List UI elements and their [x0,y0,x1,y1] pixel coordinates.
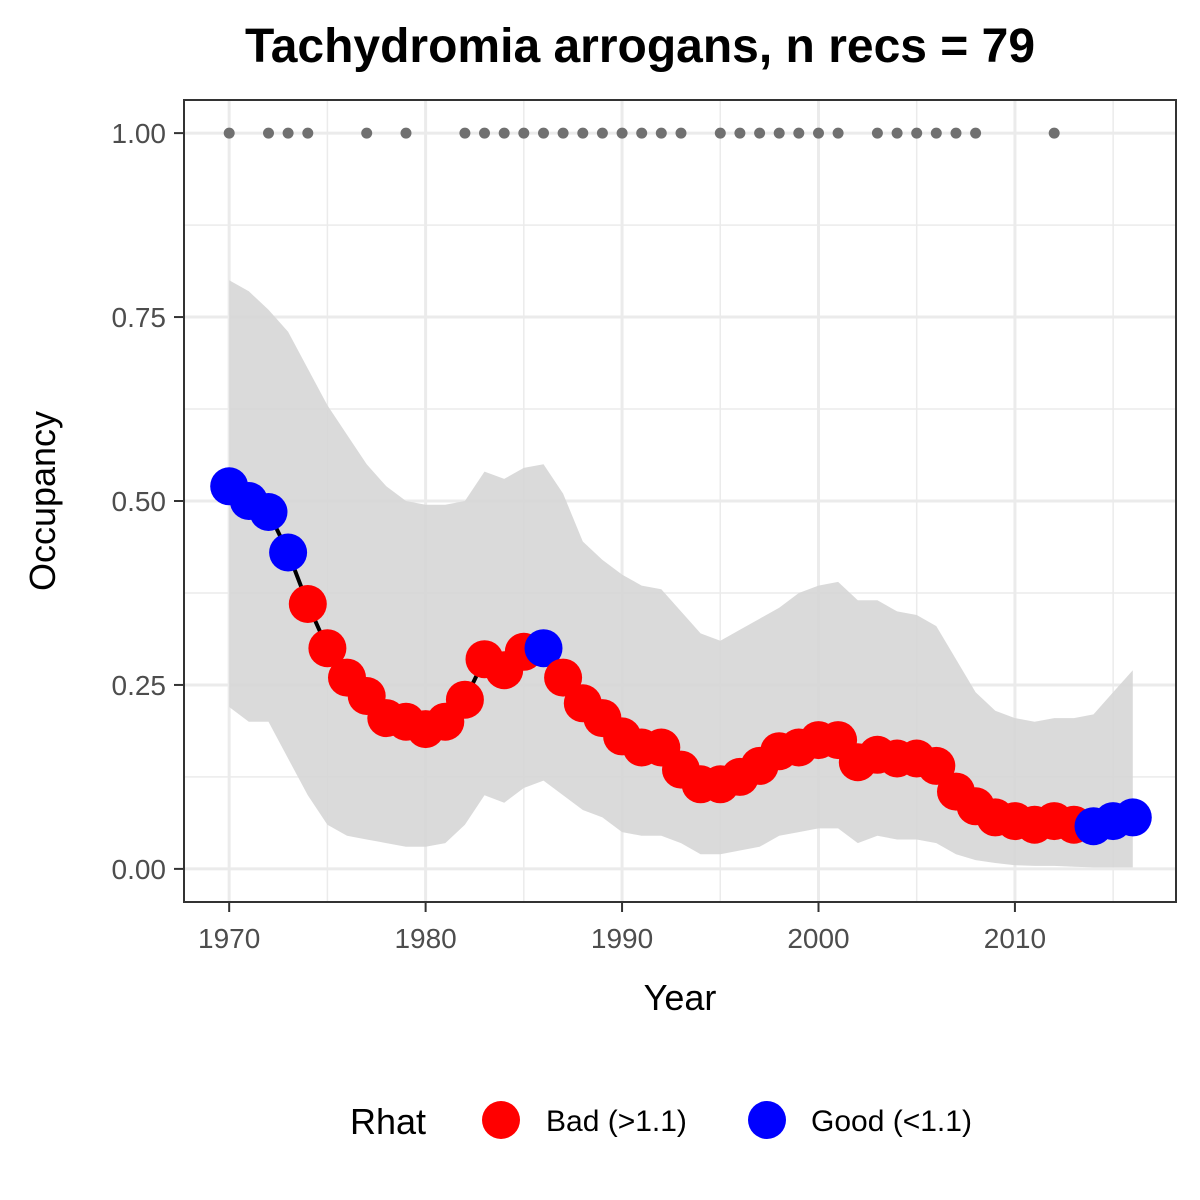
y-axis-label: Occupancy [22,411,63,591]
record-point [714,127,726,139]
x-tick-label: 2000 [787,923,849,954]
record-point [636,127,648,139]
record-point [655,127,667,139]
chart-title: Tachydromia arrogans, n recs = 79 [245,20,1035,73]
record-point [596,127,608,139]
y-tick-label: 0.75 [112,302,167,333]
record-point [538,127,549,139]
record-point [930,127,942,139]
x-tick-label: 1990 [591,923,653,954]
y-tick-label: 0.25 [112,670,167,701]
x-axis: 1970 1980 1990 2000 2010 [198,902,1046,954]
occupancy-points [210,467,1152,846]
record-point [557,127,569,139]
legend-key-bad [482,1101,520,1139]
occupancy-point-good [269,533,308,572]
record-point [813,127,824,139]
y-axis: 0.00 0.25 0.50 0.75 1.00 [112,118,184,885]
record-point [616,127,628,139]
record-point [773,127,785,139]
record-point [793,127,805,139]
x-axis-label: Year [644,977,717,1018]
y-tick-label: 1.00 [112,118,167,149]
legend-label-bad: Bad (>1.1) [546,1105,687,1138]
occupancy-point-good [524,629,563,668]
record-point [361,127,373,139]
occupancy-point-good [1113,798,1152,837]
record-point [950,127,962,139]
legend-key-good [748,1101,786,1139]
record-point [400,127,412,139]
record-point [459,127,471,139]
record-point [302,127,314,139]
record-point [675,127,687,139]
occupancy-point-bad [544,658,583,697]
occupancy-point-bad [445,680,484,719]
record-point [263,127,274,139]
record-point [891,127,903,139]
y-tick-label: 0.50 [112,486,167,517]
record-point [223,127,235,139]
x-tick-label: 2010 [984,923,1046,954]
record-points [223,127,1060,139]
occupancy-point-bad [917,746,956,785]
legend-title: Rhat [350,1101,426,1142]
record-point [871,127,883,139]
record-point [282,127,294,139]
x-tick-label: 1970 [198,923,260,954]
record-point [754,127,766,139]
record-point [734,127,746,139]
record-point [1048,127,1060,139]
occupancy-point-bad [308,629,347,668]
legend-label-good: Good (<1.1) [811,1105,972,1138]
occupancy-point-bad [288,585,327,623]
record-point [970,127,982,139]
record-point [577,127,589,139]
record-point [498,127,510,139]
record-point [518,127,530,139]
occupancy-point-good [249,493,288,531]
record-point [911,127,923,139]
x-tick-label: 1980 [394,923,456,954]
record-point [479,127,490,139]
y-tick-label: 0.00 [112,854,167,885]
record-point [832,127,844,139]
legend: Rhat Bad (>1.1) Good (<1.1) [350,1101,972,1142]
